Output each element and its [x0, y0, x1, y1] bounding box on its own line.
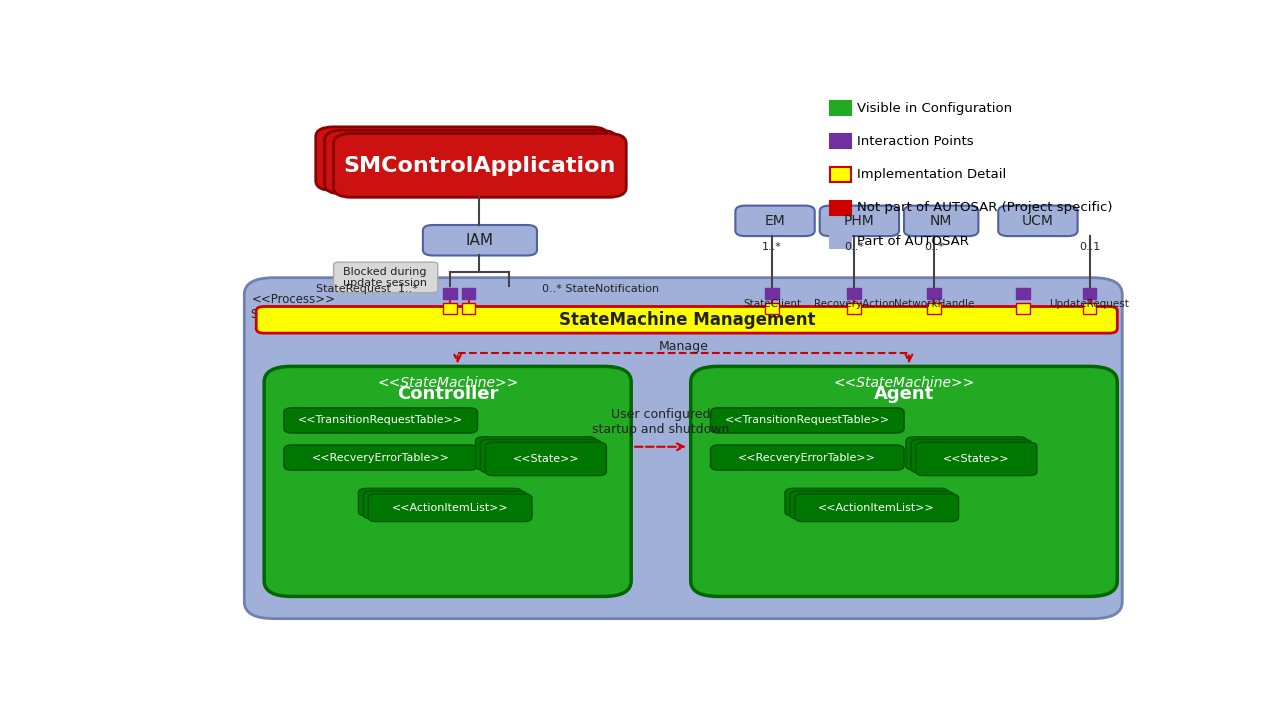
FancyBboxPatch shape — [364, 491, 527, 519]
Text: Agent: Agent — [874, 385, 934, 403]
Text: SMControlApplication: SMControlApplication — [343, 156, 616, 176]
Text: NetworkHandle: NetworkHandle — [893, 299, 974, 309]
Text: Controller: Controller — [397, 385, 498, 403]
Text: <<StateMachine>>: <<StateMachine>> — [378, 376, 518, 390]
FancyBboxPatch shape — [795, 494, 959, 521]
FancyBboxPatch shape — [334, 133, 626, 197]
FancyBboxPatch shape — [256, 307, 1117, 333]
Text: Manage: Manage — [659, 341, 709, 354]
FancyBboxPatch shape — [475, 437, 596, 470]
FancyBboxPatch shape — [785, 488, 948, 516]
Text: 0..1: 0..1 — [1079, 242, 1100, 252]
FancyBboxPatch shape — [334, 262, 438, 292]
Text: StateRequest  1..*: StateRequest 1..* — [316, 284, 417, 294]
FancyBboxPatch shape — [906, 437, 1027, 470]
FancyBboxPatch shape — [264, 366, 631, 596]
Text: <<TransitionRequestTable>>: <<TransitionRequestTable>> — [298, 415, 463, 426]
FancyBboxPatch shape — [284, 445, 477, 470]
Bar — [462, 288, 475, 299]
Text: StateMachine Management: StateMachine Management — [558, 311, 815, 329]
Text: UpdateRequest: UpdateRequest — [1050, 299, 1129, 309]
Text: StateClient: StateClient — [742, 299, 801, 309]
FancyBboxPatch shape — [904, 206, 978, 236]
FancyBboxPatch shape — [325, 130, 617, 194]
FancyBboxPatch shape — [485, 442, 607, 476]
FancyBboxPatch shape — [369, 494, 532, 521]
Text: 0..* StateNotification: 0..* StateNotification — [541, 284, 659, 294]
Text: 1..*: 1..* — [762, 242, 782, 252]
FancyBboxPatch shape — [819, 206, 899, 236]
FancyBboxPatch shape — [911, 439, 1032, 473]
Text: Not part of AUTOSAR (Project specific): Not part of AUTOSAR (Project specific) — [858, 202, 1112, 215]
FancyBboxPatch shape — [998, 206, 1078, 236]
Bar — [462, 302, 475, 314]
FancyBboxPatch shape — [691, 366, 1117, 596]
Text: <<State>>: <<State>> — [512, 454, 580, 464]
Bar — [829, 134, 851, 148]
Bar — [829, 167, 851, 181]
Text: IAM: IAM — [466, 233, 493, 248]
Bar — [1083, 302, 1097, 314]
Text: EM: EM — [764, 214, 786, 228]
FancyBboxPatch shape — [735, 206, 814, 236]
Text: <<State>>: <<State>> — [943, 454, 1010, 464]
Text: <<RecveryErrorTable>>: <<RecveryErrorTable>> — [739, 453, 877, 462]
Text: <<Process>>
State Management: <<Process>> State Management — [251, 292, 365, 320]
Text: 0..*: 0..* — [845, 242, 864, 252]
FancyBboxPatch shape — [790, 491, 954, 519]
Bar — [765, 302, 780, 314]
Text: Visible in Configuration: Visible in Configuration — [858, 102, 1012, 114]
Bar — [829, 101, 851, 115]
Text: PHM: PHM — [844, 214, 874, 228]
Text: 0..*: 0..* — [924, 242, 943, 252]
Text: UCM: UCM — [1021, 214, 1053, 228]
Text: Blocked during
update session: Blocked during update session — [343, 267, 428, 289]
Bar — [1083, 288, 1097, 299]
Text: RecoveryAction: RecoveryAction — [814, 299, 895, 309]
FancyBboxPatch shape — [422, 225, 538, 256]
FancyBboxPatch shape — [284, 408, 477, 433]
Bar — [443, 302, 457, 314]
FancyBboxPatch shape — [244, 278, 1123, 618]
Text: Implementation Detail: Implementation Detail — [858, 168, 1006, 181]
Text: NM: NM — [931, 214, 952, 228]
Text: User configured
startup and shutdown: User configured startup and shutdown — [593, 408, 730, 436]
Bar — [1016, 288, 1030, 299]
Text: <<RecveryErrorTable>>: <<RecveryErrorTable>> — [312, 453, 449, 462]
FancyBboxPatch shape — [710, 408, 904, 433]
FancyBboxPatch shape — [316, 127, 608, 191]
Text: <<ActionItemList>>: <<ActionItemList>> — [818, 503, 936, 513]
Bar — [847, 288, 861, 299]
Bar — [443, 288, 457, 299]
Bar — [927, 288, 941, 299]
FancyBboxPatch shape — [358, 488, 522, 516]
Bar — [765, 288, 780, 299]
Bar — [927, 302, 941, 314]
Text: Interaction Points: Interaction Points — [858, 135, 974, 148]
FancyBboxPatch shape — [710, 445, 904, 470]
Text: <<StateMachine>>: <<StateMachine>> — [833, 376, 974, 390]
Text: Part of AUTOSAR: Part of AUTOSAR — [858, 235, 969, 248]
Bar — [847, 302, 861, 314]
FancyBboxPatch shape — [480, 439, 602, 473]
Bar — [829, 234, 851, 248]
Text: <<ActionItemList>>: <<ActionItemList>> — [392, 503, 508, 513]
Text: <<TransitionRequestTable>>: <<TransitionRequestTable>> — [724, 415, 890, 426]
Bar — [829, 201, 851, 215]
FancyBboxPatch shape — [916, 442, 1037, 476]
Bar — [1016, 302, 1030, 314]
